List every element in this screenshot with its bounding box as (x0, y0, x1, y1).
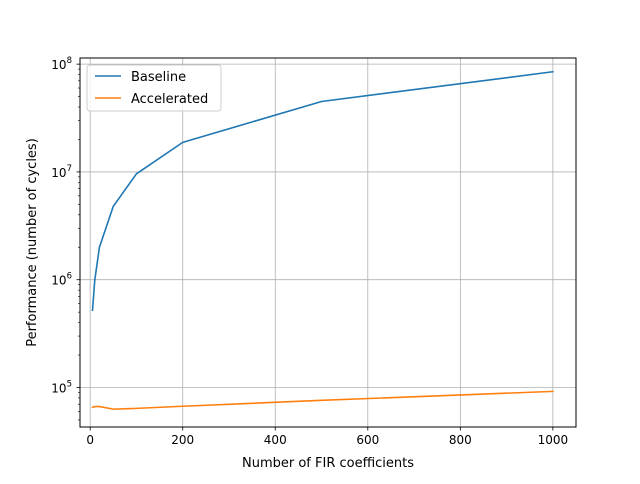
x-axis-label: Number of FIR coefficients (242, 456, 414, 471)
series-lines (91, 70, 554, 410)
y-tick-label: 108 (51, 56, 72, 72)
x-tick-label: 600 (356, 433, 379, 447)
legend-label: Accelerated (131, 92, 208, 107)
y-axis-label: Performance (number of cycles) (25, 138, 40, 347)
x-tick-label: 1000 (538, 433, 569, 447)
series-line-accelerated (91, 390, 554, 410)
axes-frame (79, 57, 577, 428)
y-tick-label: 107 (51, 164, 72, 180)
grid-lines (80, 58, 576, 427)
legend-label: Baseline (131, 70, 186, 85)
x-tick-label: 200 (171, 433, 194, 447)
x-tick-label: 0 (86, 433, 94, 447)
series-line-baseline (91, 70, 554, 312)
x-tick-label: 800 (449, 433, 472, 447)
y-tick-label: 106 (51, 272, 72, 288)
legend: Baseline Accelerated (86, 64, 222, 112)
y-tick-label: 105 (51, 379, 72, 395)
x-tick-label: 400 (264, 433, 287, 447)
axis-ticks: 0 200 400 600 800 1000 105 106 107 108 (51, 56, 568, 447)
